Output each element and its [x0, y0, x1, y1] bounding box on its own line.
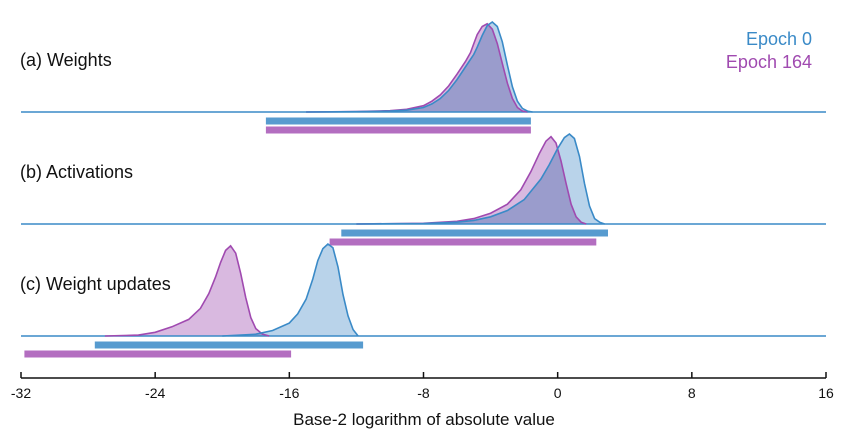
x-axis-title: Base-2 logarithm of absolute value — [293, 410, 555, 429]
panel-weight-updates — [21, 242, 826, 358]
x-tick-label: 16 — [818, 385, 834, 401]
line-weight-updates-epoch-164 — [104, 244, 270, 337]
legend: Epoch 0 Epoch 164 — [726, 29, 812, 72]
line-weights-epoch-0 — [306, 20, 533, 113]
legend-entry-epoch-164: Epoch 164 — [726, 52, 812, 72]
panel-labels: (a) Weights (b) Activations (c) Weight u… — [20, 50, 171, 294]
line-activations-epoch-0 — [356, 132, 605, 225]
plot-area — [21, 20, 826, 358]
area-weight-updates-epoch-164 — [104, 245, 270, 336]
line-weights-epoch-164 — [306, 22, 528, 113]
x-tick-label: 8 — [688, 385, 696, 401]
panel-weights — [21, 20, 826, 134]
panel-activations — [21, 132, 826, 246]
panel-label-weight-updates: (c) Weight updates — [20, 274, 171, 294]
range-bar-weight-updates-epoch-0 — [94, 341, 364, 349]
panel-label-weights: (a) Weights — [20, 50, 112, 70]
area-activations-overlap — [356, 136, 587, 224]
x-ticks: -32 -24 -16 -8 0 8 16 — [11, 372, 834, 401]
x-tick-label: -24 — [145, 385, 165, 401]
range-bar-weights-epoch-164 — [265, 126, 531, 134]
line-weight-updates-epoch-0 — [222, 242, 359, 337]
x-tick-label: -32 — [11, 385, 31, 401]
range-bar-activations-epoch-164 — [329, 238, 597, 246]
x-tick-label: 0 — [554, 385, 562, 401]
range-bar-weight-updates-epoch-164 — [24, 350, 292, 358]
x-axis: -32 -24 -16 -8 0 8 16 Base-2 logarithm of abso… — [11, 372, 834, 429]
legend-entry-epoch-0: Epoch 0 — [746, 29, 812, 49]
range-bar-activations-epoch-0 — [341, 229, 608, 237]
panel-label-activations: (b) Activations — [20, 162, 133, 182]
area-weights-overlap — [306, 23, 528, 112]
line-activations-epoch-164 — [356, 135, 587, 225]
x-tick-label: -8 — [417, 385, 430, 401]
x-tick-label: -16 — [279, 385, 299, 401]
range-bar-weights-epoch-0 — [265, 117, 531, 125]
area-weight-updates-epoch-0 — [222, 244, 359, 336]
